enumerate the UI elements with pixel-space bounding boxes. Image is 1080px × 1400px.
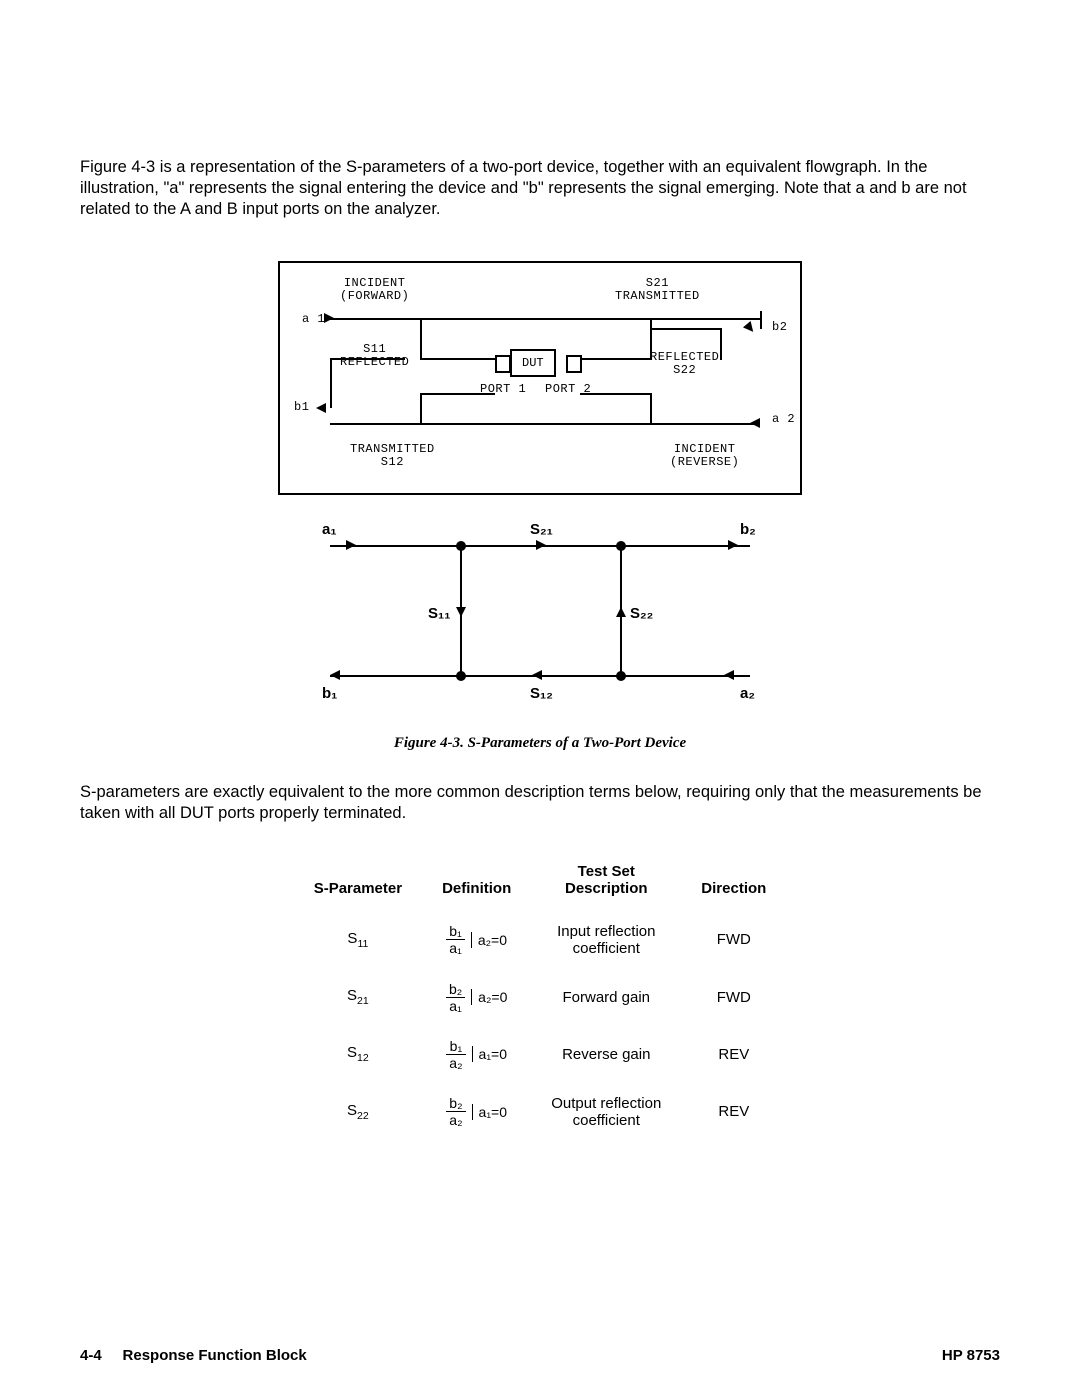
cell-def: b₁a₂a₁=0	[422, 1026, 531, 1083]
fg-b2: b₂	[740, 521, 756, 538]
fg-s22: S₂₂	[630, 605, 653, 622]
footer-section: Response Function Block	[123, 1347, 307, 1364]
flowgraph: a₁ S₂₁ b₂ S₁₁ S₂₂ b₁ S₁₂ a₂	[310, 515, 770, 725]
label-reflected-s22: REFLECTED S22	[650, 351, 719, 377]
fg-a1: a₁	[322, 521, 337, 538]
block-diagram: INCIDENT (FORWARD) S21 TRANSMITTED a 1 b…	[278, 261, 802, 495]
cell-desc: Input reflection coefficient	[531, 911, 681, 969]
dut-box: DUT	[510, 349, 556, 377]
fg-s21: S₂₁	[530, 521, 553, 538]
label-s11-reflected: S11 REFLECTED	[340, 343, 409, 369]
cell-param: S21	[294, 969, 422, 1026]
table-row: S12b₁a₂a₁=0Reverse gainREV	[294, 1026, 787, 1083]
footer-page: 4-4	[80, 1347, 102, 1364]
cell-dir: REV	[681, 1026, 786, 1083]
table-header-row: S-Parameter Definition Test Set Descript…	[294, 855, 787, 911]
cell-param: S22	[294, 1083, 422, 1141]
fg-s12: S₁₂	[530, 685, 553, 702]
cell-desc: Forward gain	[531, 969, 681, 1026]
cell-dir: FWD	[681, 969, 786, 1026]
fg-a2: a₂	[740, 685, 755, 702]
label-a2: a 2	[772, 413, 795, 426]
label-b1: b1	[294, 401, 309, 414]
s-parameter-table: S-Parameter Definition Test Set Descript…	[294, 855, 787, 1141]
label-a1: a 1	[302, 313, 325, 326]
cell-dir: FWD	[681, 911, 786, 969]
label-incident-fwd: INCIDENT (FORWARD)	[340, 277, 409, 303]
th-def: Definition	[422, 855, 531, 911]
label-s21-transmitted: S21 TRANSMITTED	[615, 277, 700, 303]
footer-left: 4-4 Response Function Block	[80, 1347, 307, 1364]
cell-def: b₂a₂a₁=0	[422, 1083, 531, 1141]
footer-right: HP 8753	[942, 1347, 1000, 1364]
th-desc: Test Set Description	[531, 855, 681, 911]
mid-paragraph: S-parameters are exactly equivalent to t…	[80, 782, 1000, 825]
label-incident-rev: INCIDENT (REVERSE)	[670, 443, 739, 469]
fg-b1: b₁	[322, 685, 337, 702]
label-b2: b2	[772, 321, 787, 334]
fg-s11: S₁₁	[428, 605, 450, 622]
cell-def: b₂a₁a₂=0	[422, 969, 531, 1026]
label-transmitted-s12: TRANSMITTED S12	[350, 443, 435, 469]
cell-desc: Output reflection coefficient	[531, 1083, 681, 1141]
table-row: S22b₂a₂a₁=0Output reflection coefficient…	[294, 1083, 787, 1141]
cell-param: S11	[294, 911, 422, 969]
table-row: S11b₁a₁a₂=0Input reflection coefficientF…	[294, 911, 787, 969]
cell-param: S12	[294, 1026, 422, 1083]
table-row: S21b₂a₁a₂=0Forward gainFWD	[294, 969, 787, 1026]
page: Figure 4-3 is a representation of the S-…	[0, 0, 1080, 1400]
cell-desc: Reverse gain	[531, 1026, 681, 1083]
th-param: S-Parameter	[294, 855, 422, 911]
intro-paragraph: Figure 4-3 is a representation of the S-…	[80, 157, 1000, 221]
th-dir: Direction	[681, 855, 786, 911]
cell-dir: REV	[681, 1083, 786, 1141]
figure-caption: Figure 4-3. S-Parameters of a Two-Port D…	[80, 735, 1000, 752]
cell-def: b₁a₁a₂=0	[422, 911, 531, 969]
